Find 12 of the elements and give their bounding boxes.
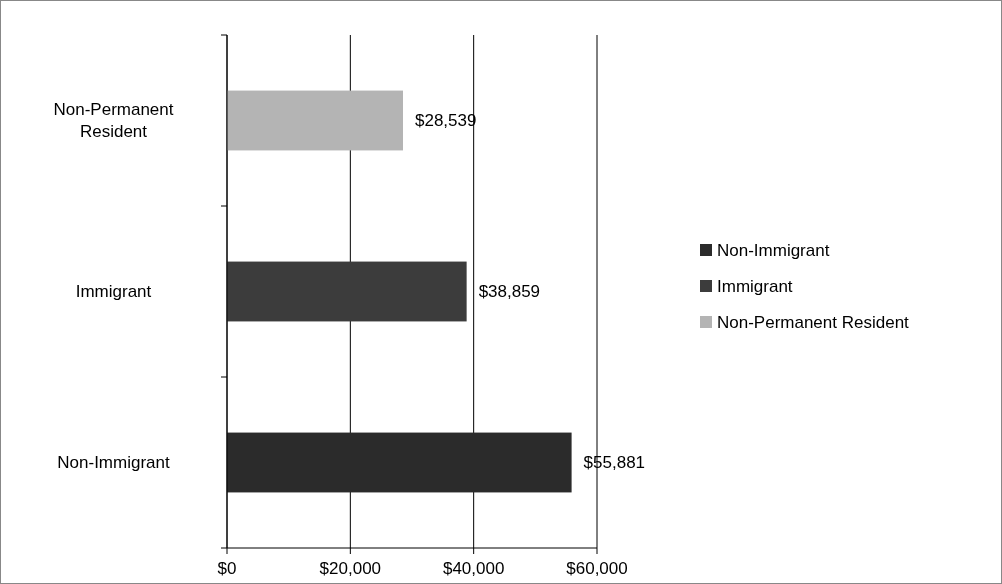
legend-label: Non-Permanent Resident [717,312,910,332]
x-tick-label: $0 [217,559,237,578]
x-tick-label: $40,000 [442,559,505,578]
text: $38,859 [478,282,541,302]
x-tick-label: $60,000 [566,559,628,578]
legend-label: Non-Immigrant [717,240,830,260]
x-tick-label: $20,000 [319,559,382,578]
text: $55,881 [583,453,646,473]
y-tick-label: Non-Immigrant [57,453,170,473]
y-tick-label: Immigrant [75,282,152,302]
y-tick-label: Non-Permanent Resident [53,100,174,142]
legend-label: Immigrant [717,276,793,296]
